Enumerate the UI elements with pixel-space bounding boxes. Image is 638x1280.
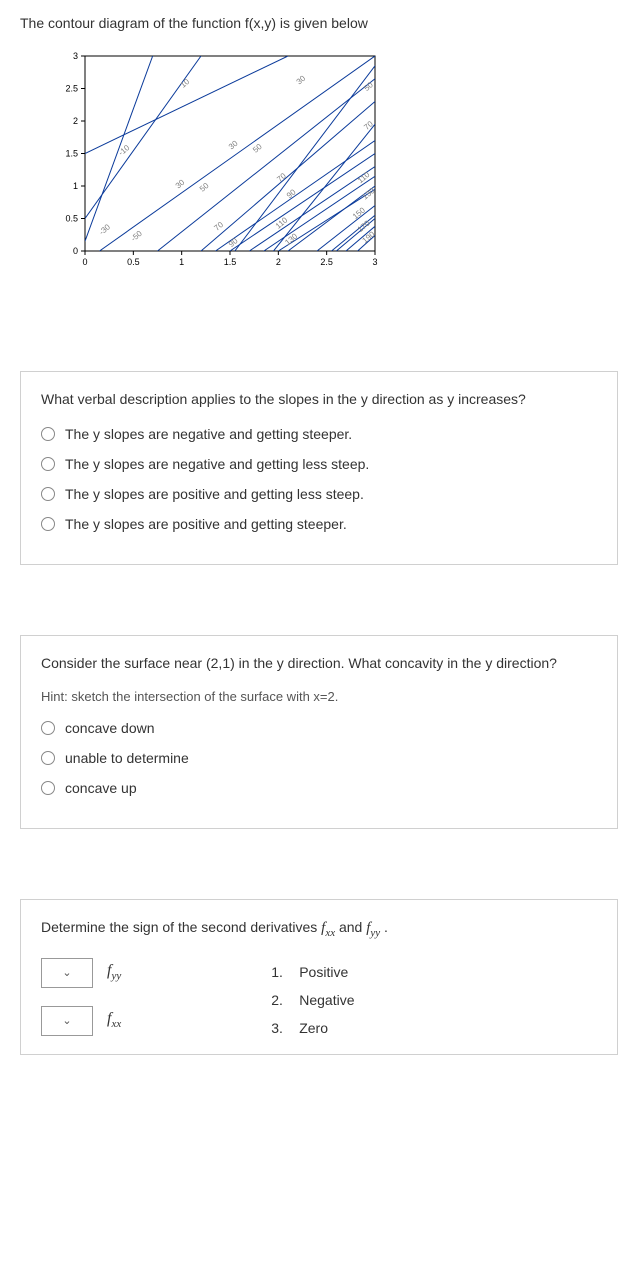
match-item: ⌄ fyy <box>41 958 121 988</box>
chevron-down-icon: ⌄ <box>62 966 71 979</box>
q1-text: What verbal description applies to the s… <box>41 390 597 410</box>
q3-text: Determine the sign of the second derivat… <box>41 918 597 941</box>
q2-option[interactable]: unable to determine <box>41 750 597 766</box>
svg-text:0.5: 0.5 <box>65 214 78 224</box>
question-2: Consider the surface near (2,1) in the y… <box>20 635 618 830</box>
q2-option[interactable]: concave down <box>41 720 597 736</box>
match-select[interactable]: ⌄ <box>41 958 93 988</box>
q1-option[interactable]: The y slopes are positive and getting st… <box>41 516 597 532</box>
match-label: fyy <box>107 962 121 982</box>
option-label: unable to determine <box>65 750 189 766</box>
q2-text: Consider the surface near (2,1) in the y… <box>41 654 597 674</box>
match-label: fxx <box>107 1010 121 1030</box>
svg-text:2.5: 2.5 <box>65 84 78 94</box>
option-label: concave up <box>65 780 137 796</box>
svg-text:1: 1 <box>179 257 184 267</box>
svg-text:1.5: 1.5 <box>65 149 78 159</box>
svg-text:2: 2 <box>73 116 78 126</box>
chevron-down-icon: ⌄ <box>62 1014 71 1027</box>
question-3: Determine the sign of the second derivat… <box>20 899 618 1054</box>
answer-option: 2.Negative <box>271 992 354 1008</box>
match-item: ⌄ fxx <box>41 1006 121 1036</box>
option-label: The y slopes are negative and getting le… <box>65 456 369 472</box>
svg-text:0: 0 <box>82 257 87 267</box>
svg-text:1.5: 1.5 <box>224 257 237 267</box>
q1-option[interactable]: The y slopes are negative and getting le… <box>41 456 597 472</box>
svg-text:3: 3 <box>372 257 377 267</box>
question-1: What verbal description applies to the s… <box>20 371 618 565</box>
radio-icon[interactable] <box>41 427 55 441</box>
radio-icon[interactable] <box>41 487 55 501</box>
answer-option: 1.Positive <box>271 964 354 980</box>
radio-icon[interactable] <box>41 517 55 531</box>
q1-option[interactable]: The y slopes are negative and getting st… <box>41 426 597 442</box>
radio-icon[interactable] <box>41 751 55 765</box>
q1-option[interactable]: The y slopes are positive and getting le… <box>41 486 597 502</box>
option-label: concave down <box>65 720 155 736</box>
option-label: The y slopes are negative and getting st… <box>65 426 352 442</box>
radio-icon[interactable] <box>41 457 55 471</box>
radio-icon[interactable] <box>41 781 55 795</box>
question-prompt: The contour diagram of the function f(x,… <box>20 15 618 31</box>
svg-text:2: 2 <box>276 257 281 267</box>
radio-icon[interactable] <box>41 721 55 735</box>
option-label: The y slopes are positive and getting st… <box>65 516 347 532</box>
svg-text:3: 3 <box>73 51 78 61</box>
svg-text:0.5: 0.5 <box>127 257 140 267</box>
svg-text:0: 0 <box>73 246 78 256</box>
svg-text:2.5: 2.5 <box>320 257 333 267</box>
option-label: The y slopes are positive and getting le… <box>65 486 364 502</box>
q2-option[interactable]: concave up <box>41 780 597 796</box>
answer-option: 3.Zero <box>271 1020 354 1036</box>
q2-hint: Hint: sketch the intersection of the sur… <box>41 689 597 704</box>
contour-chart: 00.511.522.5300.511.522.53-1010-30303030… <box>20 41 618 271</box>
match-select[interactable]: ⌄ <box>41 1006 93 1036</box>
svg-text:1: 1 <box>73 181 78 191</box>
